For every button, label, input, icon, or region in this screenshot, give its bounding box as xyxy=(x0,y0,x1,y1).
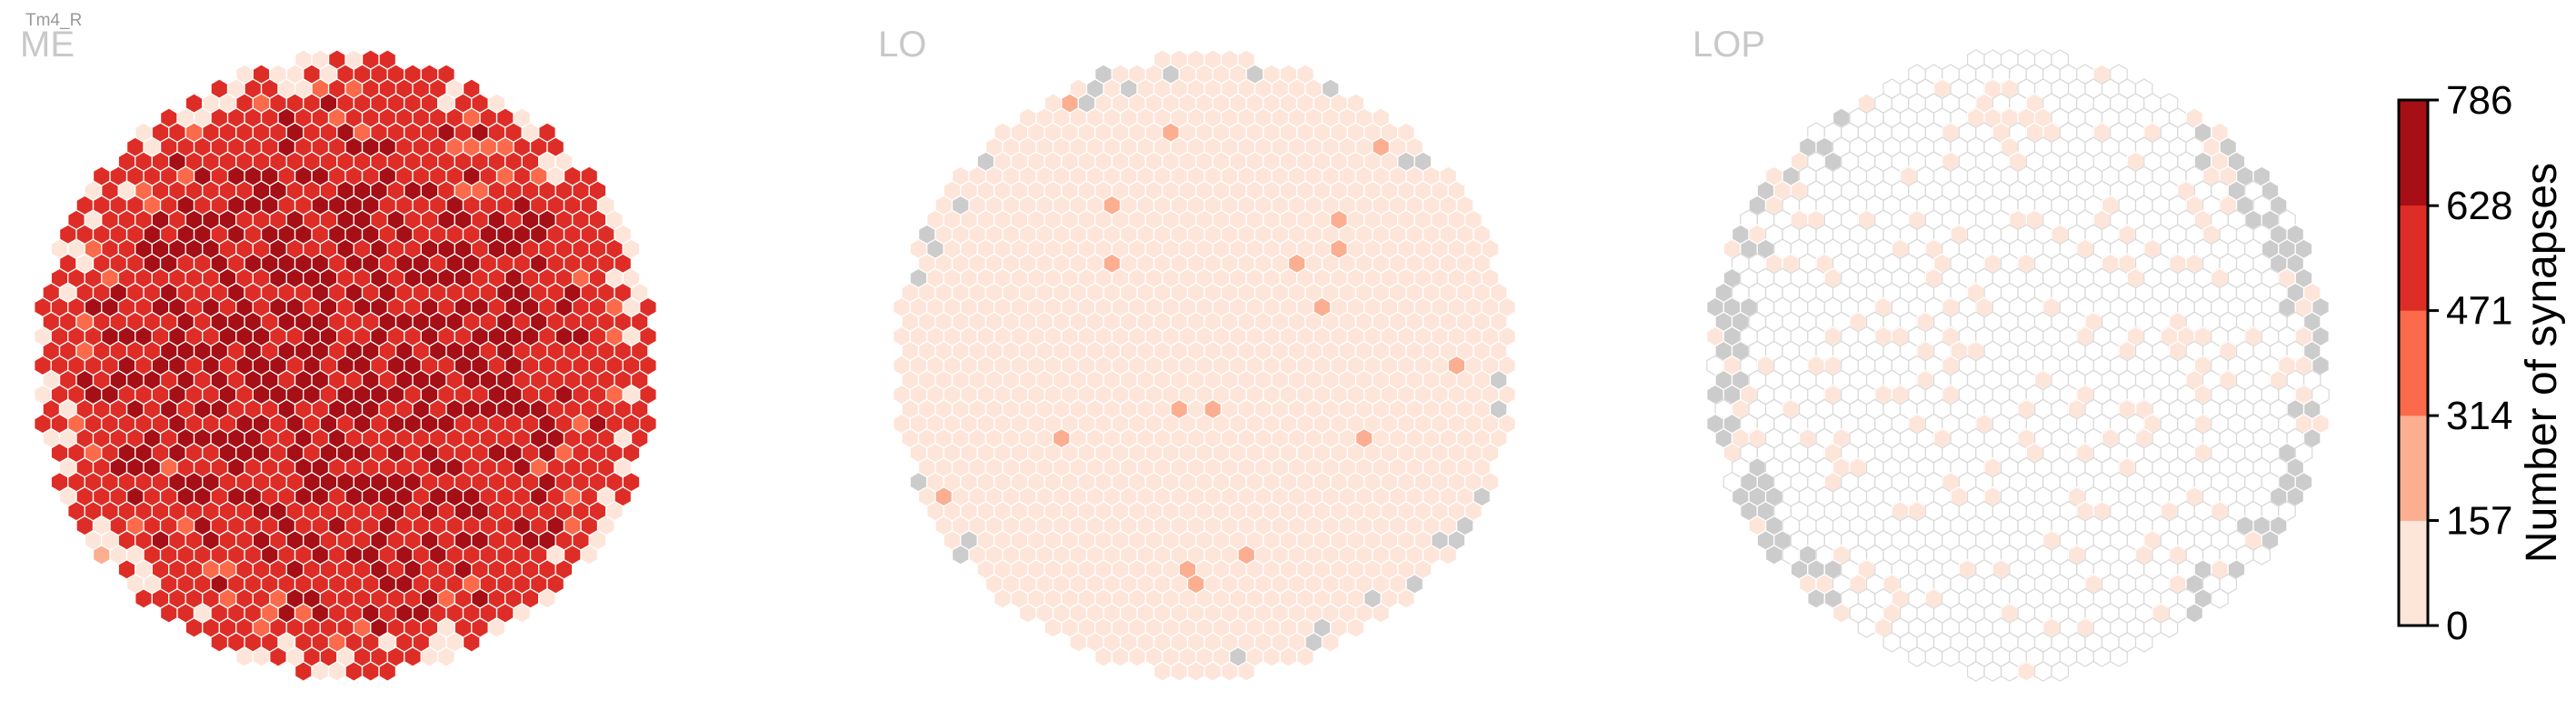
hex-cell xyxy=(378,661,396,682)
hex-cell xyxy=(1346,617,1365,638)
colorbar-ticks: 0 157 314 471 628 786 xyxy=(2428,78,2512,648)
hex-cell xyxy=(1321,632,1340,653)
hex-cell xyxy=(269,646,287,667)
hex-cell xyxy=(1942,646,1960,667)
panel-me: ME xyxy=(20,25,657,682)
hex-cell xyxy=(1203,661,1223,682)
hex-cell xyxy=(1186,661,1205,682)
hex-cell xyxy=(513,603,532,624)
hex-cell xyxy=(993,588,1012,609)
hex-cell xyxy=(487,617,506,638)
hex-cell xyxy=(1237,661,1256,682)
hex-cell xyxy=(295,661,313,682)
hex-cell xyxy=(1908,646,1926,667)
hex-cell xyxy=(2076,646,2094,667)
colorbar-bin xyxy=(2399,520,2428,626)
colorbar-tick-label: 0 xyxy=(2446,604,2468,648)
hex-cell xyxy=(1111,646,1130,667)
hex-cell xyxy=(2017,661,2035,682)
hex-grid-me xyxy=(34,49,657,682)
colorbar: 0 157 314 471 628 786 Number of synapses xyxy=(2397,78,2566,648)
panel-title-lop: LOP xyxy=(1692,25,1765,65)
hex-cell xyxy=(160,603,178,624)
hex-cell xyxy=(2110,646,2128,667)
hex-cell xyxy=(437,646,455,667)
hex-grid-lo xyxy=(893,49,1516,682)
hex-cell xyxy=(2252,545,2271,566)
hex-cell xyxy=(252,646,271,667)
hex-cell xyxy=(1220,661,1239,682)
hex-cell xyxy=(2001,661,2019,682)
hex-cell xyxy=(92,545,111,566)
hex-cell xyxy=(235,646,254,667)
hex-cell xyxy=(2034,661,2052,682)
hex-grid-lop xyxy=(1706,49,2330,682)
hex-cell xyxy=(1153,661,1172,682)
hex-cell xyxy=(1128,646,1146,667)
hex-cell xyxy=(463,632,481,653)
colorbar-frame xyxy=(2397,98,2430,627)
hex-cell xyxy=(185,617,204,638)
hex-cell xyxy=(2160,617,2179,638)
hex-cell xyxy=(1832,603,1851,624)
hex-cell xyxy=(1296,646,1314,667)
hex-cell xyxy=(420,646,439,667)
panel-title-lo: LO xyxy=(878,25,926,65)
hex-cell xyxy=(1397,588,1415,609)
hex-cell xyxy=(362,661,380,682)
panel-title-me: ME xyxy=(20,25,75,65)
colorbar-tick-label: 471 xyxy=(2446,289,2512,334)
hex-cell xyxy=(210,632,228,653)
hex-cell xyxy=(1279,646,1298,667)
hex-cell xyxy=(2135,632,2153,653)
hex-cell xyxy=(2051,661,2069,682)
hex-cell xyxy=(1924,646,1943,667)
hex-cell xyxy=(1372,603,1391,624)
hex-cell xyxy=(1018,603,1037,624)
hex-cell xyxy=(311,661,329,682)
colorbar-tick-label: 157 xyxy=(2446,499,2512,544)
panel-lop: LOP xyxy=(1692,25,2330,682)
colorbar-tick-label: 786 xyxy=(2446,78,2512,123)
hex-cell xyxy=(1967,661,1985,682)
hex-cell xyxy=(1983,661,2002,682)
hex-cell xyxy=(1094,646,1113,667)
hex-cell xyxy=(951,545,970,566)
hex-cell xyxy=(1439,545,1458,566)
colorbar-tick-label: 628 xyxy=(2446,184,2512,228)
hex-cell xyxy=(2211,588,2229,609)
cell-type-label: Tm4_R xyxy=(25,11,82,30)
hex-cell xyxy=(538,588,556,609)
hex-cell xyxy=(1170,661,1189,682)
hex-cell xyxy=(580,545,599,566)
hex-cell xyxy=(328,661,346,682)
hex-cell xyxy=(1764,545,1783,566)
hex-cell xyxy=(1069,632,1088,653)
colorbar-label: Number of synapses xyxy=(2518,163,2566,563)
hex-cell xyxy=(2092,646,2112,667)
hex-cell xyxy=(135,588,153,609)
hex-cell xyxy=(1807,588,1825,609)
hex-cell xyxy=(1263,646,1281,667)
hex-cell xyxy=(404,646,422,667)
colorbar-bins xyxy=(2399,100,2428,626)
colorbar-bin xyxy=(2399,205,2428,311)
hex-cell xyxy=(1857,617,1876,638)
hex-cell xyxy=(344,661,363,682)
hex-cell xyxy=(1043,617,1063,638)
colorbar-tick-label: 314 xyxy=(2446,394,2512,438)
colorbar-bin xyxy=(2399,100,2428,206)
panel-lo: LO xyxy=(878,25,1516,682)
hex-cell xyxy=(2185,603,2203,624)
colorbar-bin xyxy=(2399,310,2428,416)
colorbar-bin xyxy=(2399,415,2428,521)
hex-cell xyxy=(1882,632,1901,653)
